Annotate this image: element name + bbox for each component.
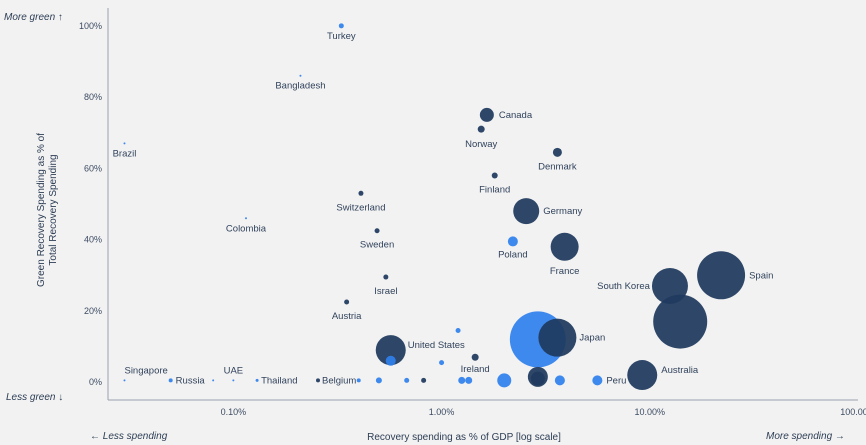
point-label: Singapore [124, 365, 167, 376]
more-green-label: More green ↑ [4, 12, 63, 23]
data-point [491, 172, 498, 179]
more-spending-label: More spending → [766, 431, 845, 442]
axis-ticks: 0% 20% 40% 60% 80% 100% 0.10% 1.00% 10.00% 100.00… [79, 21, 866, 417]
data-point [497, 373, 512, 388]
data-point [479, 107, 494, 122]
data-point [123, 379, 126, 382]
point-label: Denmark [538, 161, 577, 172]
data-point [244, 217, 247, 220]
point-label: Ireland [461, 364, 490, 375]
point-label: Spain [749, 270, 773, 281]
data-point [374, 228, 380, 234]
point-label: Belgium [322, 375, 356, 386]
point-label: South Korea [597, 281, 651, 292]
point-label: Peru [606, 375, 626, 386]
less-spending-label: ← Less spending [90, 431, 168, 442]
y-tick-label: 60% [84, 163, 102, 173]
point-label: Norway [465, 139, 497, 150]
point-label: Austria [332, 311, 362, 322]
point-label: Turkey [327, 31, 356, 42]
data-point [358, 190, 364, 196]
point-label: Bangladesh [275, 81, 325, 92]
y-tick-label: 0% [89, 377, 102, 387]
less-green-label: Less green ↓ [6, 392, 64, 403]
data-point [255, 378, 259, 382]
data-point [697, 251, 746, 300]
y-tick-label: 100% [79, 21, 102, 31]
data-point [627, 360, 658, 391]
data-point [530, 371, 545, 386]
data-point [375, 377, 382, 384]
data-point [653, 294, 708, 349]
data-point [421, 377, 427, 383]
point-labels: Turkey Bangladesh Brazil Colombia Canada Norw… [113, 31, 774, 387]
data-point [465, 376, 473, 384]
data-point [455, 328, 461, 334]
data-point [592, 375, 603, 386]
x-tick-label: 1.00% [429, 407, 455, 417]
x-axis-title: Recovery spending as % of GDP [log scale… [367, 432, 561, 443]
data-point [338, 23, 344, 29]
x-tick-label: 10.00% [635, 407, 666, 417]
point-label: Japan [579, 333, 605, 344]
data-point [344, 299, 350, 305]
data-point [471, 353, 479, 361]
data-point [477, 125, 485, 133]
data-point [168, 378, 173, 383]
point-label: Brazil [113, 148, 137, 159]
point-label: UAE [224, 365, 244, 376]
data-point [356, 378, 361, 383]
point-label: Germany [543, 206, 582, 217]
data-point [299, 74, 302, 77]
data-point [123, 142, 126, 145]
data-point [507, 236, 518, 247]
x-tick-label: 100.00% [840, 407, 866, 417]
point-label: Russia [176, 375, 206, 386]
data-point [513, 198, 540, 225]
data-point [232, 379, 235, 382]
data-point [385, 355, 396, 366]
point-label: Finland [479, 184, 510, 195]
data-point [316, 378, 321, 383]
data-point [212, 379, 215, 382]
y-tick-label: 20% [84, 306, 102, 316]
data-points [123, 23, 746, 391]
y-axis-title: Green Recovery Spending as % ofTotal Rec… [36, 133, 59, 287]
point-label: Canada [499, 110, 533, 121]
point-label: Australia [661, 365, 699, 376]
point-label: Colombia [226, 223, 267, 234]
data-point [383, 274, 389, 280]
point-label: Sweden [360, 240, 394, 251]
data-point [404, 377, 410, 383]
data-point [651, 267, 688, 304]
data-point [554, 375, 565, 386]
x-tick-label: 0.10% [221, 407, 247, 417]
point-label: Poland [498, 249, 528, 260]
y-tick-label: 80% [84, 92, 102, 102]
chart-grid [107, 8, 858, 401]
point-label: France [550, 266, 580, 277]
point-label: Thailand [261, 375, 297, 386]
point-label: Israel [374, 286, 397, 297]
data-point [375, 335, 406, 366]
data-point [552, 147, 562, 157]
data-point [439, 360, 445, 366]
data-point [538, 318, 577, 357]
data-point [458, 376, 466, 384]
point-label: United States [408, 340, 465, 351]
point-label: Switzerland [336, 202, 385, 213]
data-point [550, 232, 579, 261]
y-tick-label: 40% [84, 235, 102, 245]
